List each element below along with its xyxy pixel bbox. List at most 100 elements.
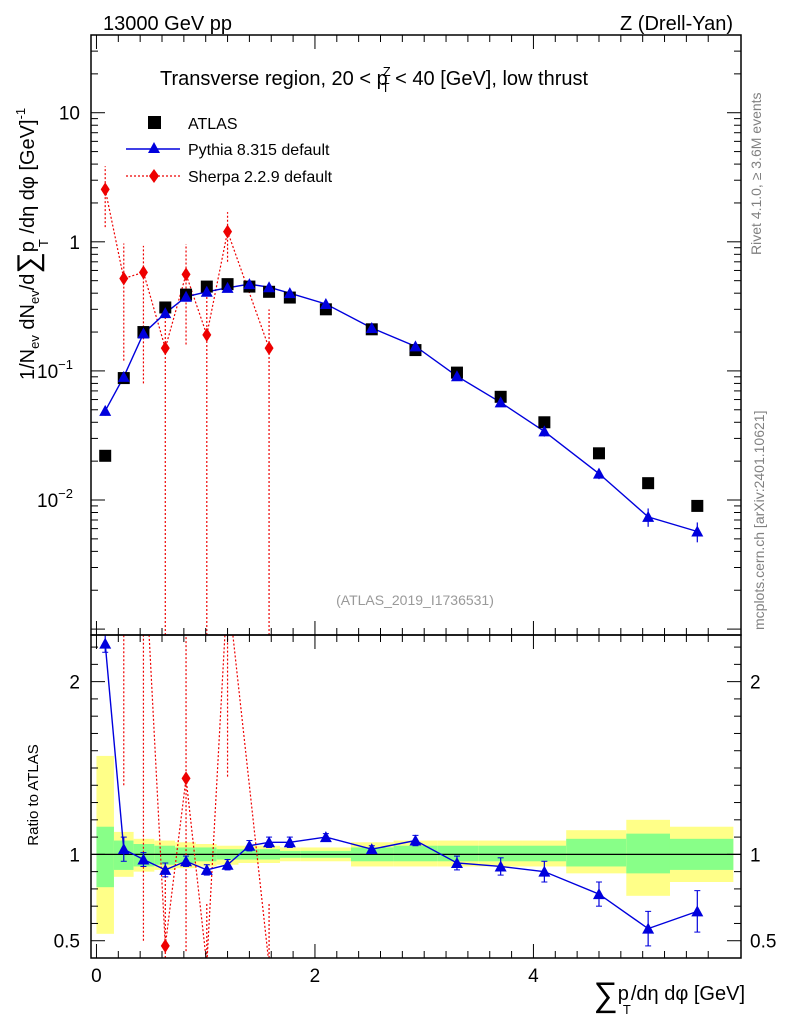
pythia-ratio-point — [200, 863, 213, 875]
pythia-point — [691, 525, 704, 537]
sherpa-ratio-group — [123, 635, 270, 958]
atlas-point — [691, 499, 704, 512]
sherpa-point — [181, 267, 191, 282]
sherpa-line — [104, 189, 270, 351]
legend-pythia-marker — [148, 142, 160, 153]
pythia-point — [494, 396, 507, 408]
ratio-y-tick-label-left: 0.5 — [54, 932, 80, 953]
pythia-point — [365, 321, 378, 333]
ratio-y-tick-label-right: 1 — [750, 845, 761, 866]
sherpa-point — [202, 327, 212, 342]
ratio-band-inner — [393, 845, 438, 862]
plot-title: Transverse region, 20 < pZ T < 40 [GeV], … — [160, 64, 588, 95]
ratio-band-inner — [626, 833, 670, 874]
pythia-point — [319, 297, 332, 309]
source-info: mcplots.cern.ch [arXiv:2401.10621] — [751, 411, 767, 630]
ratio-band-inner — [566, 838, 627, 867]
y-tick-label: 1 — [69, 233, 80, 254]
sherpa-point — [138, 265, 148, 280]
pythia-point — [117, 370, 130, 382]
sherpa-point — [160, 341, 170, 356]
pythia-ratio-point — [117, 843, 130, 855]
pythia-point — [243, 278, 256, 290]
pythia-ratio-point — [221, 858, 234, 870]
x-tick-label: 4 — [528, 966, 539, 987]
atlas-point — [642, 477, 655, 490]
y-tick-label: 10−1 — [37, 357, 73, 383]
ratio-band-inner — [478, 845, 523, 862]
ratio-panel: 0 2 4 2 2 1 1 0.5 0.5 — [54, 634, 776, 987]
pythia-ratio-point — [592, 888, 605, 900]
process-label: Z (Drell-Yan) — [620, 13, 733, 35]
legend-atlas-marker — [148, 116, 161, 129]
ratio-band-inner — [96, 826, 114, 888]
pythia-ratio-point — [365, 843, 378, 855]
pythia-ratio-point — [99, 637, 112, 649]
pythia-point — [221, 281, 234, 293]
svg-text:1/Nev dNev/d∑pT /dη dφ [GeV]-: 1/Nev dNev/d∑pT /dη dφ [GeV]-1 — [12, 108, 51, 380]
atlas-point — [99, 449, 112, 462]
pythia-point — [180, 290, 193, 302]
main-panel: 10 1 10−1 10−2 — [37, 34, 742, 636]
legend-sherpa-marker — [149, 169, 159, 183]
ratio-y-tick-label-right: 0.5 — [750, 932, 776, 953]
pythia-ratio-line — [104, 643, 698, 930]
atlas-point — [538, 416, 551, 429]
ratio-y-axis-label: Ratio to ATLAS — [25, 744, 42, 845]
sherpa-point — [100, 182, 110, 197]
analysis-watermark: (ATLAS_2019_I1736531) — [336, 592, 494, 608]
pythia-ratio-point — [494, 860, 507, 872]
pythia-ratio-point — [409, 834, 422, 846]
sherpa-point — [119, 271, 129, 286]
pythia-point — [200, 285, 213, 297]
pythia-ratio-point — [642, 922, 655, 934]
ratio-y-tick-label-right: 2 — [750, 673, 761, 694]
x-axis-label: ∑p T/dη dφ [GeV] — [594, 976, 745, 1017]
pythia-ratio-point — [538, 865, 551, 877]
y-tick-label: 10 — [59, 104, 80, 125]
pythia-point — [99, 404, 112, 416]
atlas-point — [592, 447, 605, 460]
ratio-band-inner — [175, 847, 196, 863]
y-tick-label: 10−2 — [37, 486, 73, 512]
pythia-ratio-point — [159, 863, 172, 875]
sherpa-point — [223, 224, 233, 239]
pythia-ratio-point — [137, 853, 150, 865]
pythia-ratio-point — [450, 857, 463, 868]
energy-label: 13000 GeV pp — [103, 13, 232, 35]
ratio-frame — [90, 634, 742, 959]
ratio-band-inner — [437, 845, 479, 862]
pythia-point — [450, 370, 463, 382]
pythia-point — [592, 467, 605, 479]
pythia-ratio-point — [691, 905, 704, 917]
pythia-point — [409, 340, 422, 352]
pythia-ratio-point — [243, 839, 256, 851]
pythia-point — [642, 510, 655, 522]
pythia-ratio-point — [180, 855, 193, 867]
sherpa-ratio-point — [181, 771, 191, 786]
sherpa-ratio-point — [160, 938, 170, 953]
ratio-band-inner — [154, 845, 176, 865]
pythia-point — [137, 327, 150, 339]
ratio-y-tick-label-left: 1 — [69, 845, 80, 866]
sherpa-point — [264, 341, 274, 356]
pythia-point — [538, 425, 551, 437]
ratio-y-tick-label-left: 2 — [69, 673, 80, 694]
legend-atlas-label: ATLAS — [188, 116, 238, 133]
legend-pythia-label: Pythia 8.315 default — [188, 142, 330, 159]
x-tick-label: 0 — [91, 966, 102, 987]
main-y-axis-label: 1/Nev dNev/d∑pT /dη dφ [GeV]-1 — [12, 108, 51, 380]
pythia-ratio-point — [319, 831, 332, 843]
pythia-point — [263, 281, 276, 293]
pythia-ratio-point — [283, 836, 296, 848]
x-tick-label: 2 — [310, 966, 321, 987]
pythia-point — [283, 287, 296, 299]
pythia-line — [104, 283, 698, 533]
rivet-info: Rivet 4.1.0, ≥ 3.6M events — [748, 92, 764, 255]
pythia-ratio-point — [263, 836, 276, 848]
ratio-band-inner — [522, 845, 567, 862]
legend-sherpa-label: Sherpa 2.2.9 default — [188, 169, 333, 186]
pythia-point — [159, 307, 172, 319]
legend: ATLAS Pythia 8.315 default Sherpa 2.2.9 … — [126, 116, 333, 186]
